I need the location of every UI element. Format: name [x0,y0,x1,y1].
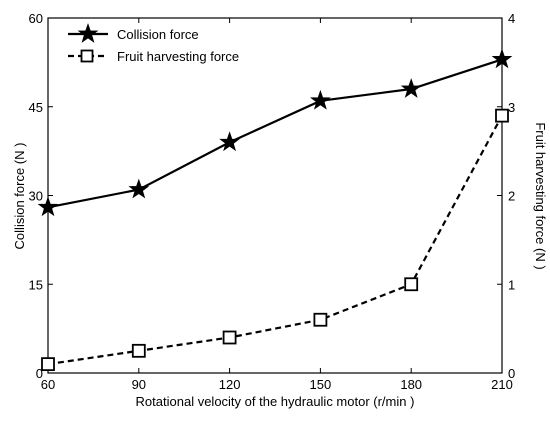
legend-label-collision: Collision force [117,27,199,42]
data-point-star [310,89,331,110]
x-tick-label: 210 [491,377,513,392]
right-axis-title: Fruit harvesting force (N ) [533,122,548,269]
plot-frame [47,17,503,374]
x-tick-label: 60 [41,377,55,392]
left-tick-label: 45 [29,100,43,115]
right-axis-ticks: 0 1 2 3 4 [497,11,515,381]
data-point-star [37,196,59,217]
series-layer [37,48,513,372]
right-tick-label: 0 [508,366,515,381]
series-fruit-harvesting-force [41,108,509,372]
x-tick-label: 180 [400,377,422,392]
series-collision-force [37,48,513,217]
right-tick-label: 3 [508,100,515,115]
data-point-square [41,357,55,372]
legend-label-fruit: Fruit harvesting force [117,49,239,64]
x-tick-label: 120 [219,377,241,392]
data-point-star [128,178,150,199]
right-tick-label: 1 [508,277,515,292]
data-point-square [222,330,237,345]
series-line [47,58,503,209]
left-tick-label: 30 [29,189,43,204]
right-tick-label: 2 [508,189,515,204]
legend-star-icon [77,23,99,43]
left-axis-ticks: 0 15 30 45 60 [29,11,53,381]
data-point-square [495,108,509,123]
x-tick-label: 90 [132,377,146,392]
x-tick-label: 150 [310,377,332,392]
legend: Collision force Fruit harvesting force [68,23,239,64]
left-tick-label: 0 [36,366,43,381]
x-axis-ticks: 60 90 120 150 180 210 [41,18,513,392]
data-point-star [219,131,240,152]
series-line [47,115,503,366]
x-axis-title: Rotational velocity of the hydraulic mot… [136,394,415,409]
data-point-star [400,78,422,98]
right-tick-label: 4 [508,11,515,26]
left-tick-label: 60 [29,11,43,26]
data-point-square [313,312,328,327]
left-tick-label: 15 [29,277,43,292]
legend-square-icon [80,49,94,63]
data-point-star [491,48,513,69]
left-axis-title: Collision force (N ) [12,143,27,250]
data-point-square [404,277,419,292]
data-point-square [131,343,146,358]
